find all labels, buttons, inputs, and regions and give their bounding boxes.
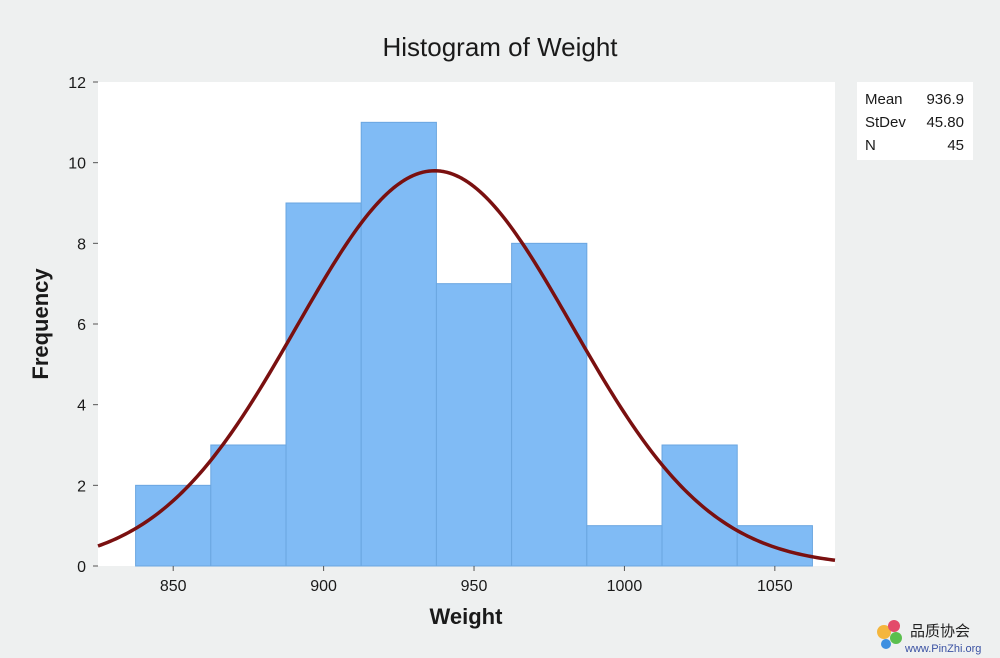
x-tick-label: 850	[160, 578, 187, 595]
y-tick-label: 10	[68, 156, 86, 173]
bars-group	[135, 121, 813, 567]
y-tick-label: 2	[77, 478, 86, 495]
watermark-url: www.PinZhi.org	[904, 643, 981, 655]
y-tick-label: 0	[77, 559, 86, 576]
histogram-bar	[285, 202, 362, 567]
y-tick-label: 4	[77, 398, 86, 415]
stats-label-mean: Mean	[865, 91, 903, 108]
y-axis: 0 2 4 6 8 10 12	[68, 75, 98, 576]
stats-value-n: 45	[947, 137, 964, 154]
stats-label-stdev: StDev	[865, 114, 906, 131]
watermark: 品质协会 www.PinZhi.org	[877, 620, 981, 655]
watermark-logo	[877, 620, 902, 649]
stats-value-mean: 936.9	[926, 91, 964, 108]
x-axis-label: Weight	[430, 604, 504, 629]
x-tick-label: 1050	[757, 578, 793, 595]
histogram-bar	[435, 283, 513, 567]
histogram-bar	[586, 525, 663, 567]
histogram-bar	[210, 444, 287, 567]
watermark-name: 品质协会	[910, 623, 970, 640]
x-tick-label: 950	[461, 578, 488, 595]
x-tick-label: 1000	[607, 578, 643, 595]
x-tick-label: 900	[310, 578, 337, 595]
x-axis: 850 900 950 1000 1050	[160, 566, 793, 595]
stats-value-stdev: 45.80	[926, 114, 964, 131]
y-tick-label: 12	[68, 75, 86, 92]
normal-fit-curve	[97, 169, 836, 562]
histogram-bar	[511, 242, 588, 567]
chart-title: Histogram of Weight	[382, 32, 618, 62]
y-tick-label: 6	[77, 317, 86, 334]
stats-label-n: N	[865, 137, 876, 154]
stats-box	[857, 82, 973, 160]
histogram-bar	[135, 484, 212, 567]
stats-legend: Mean 936.9 StDev 45.80 N 45	[857, 82, 973, 160]
y-tick-label: 8	[77, 236, 86, 253]
y-axis-label: Frequency	[28, 268, 53, 380]
histogram-bar	[360, 121, 437, 567]
